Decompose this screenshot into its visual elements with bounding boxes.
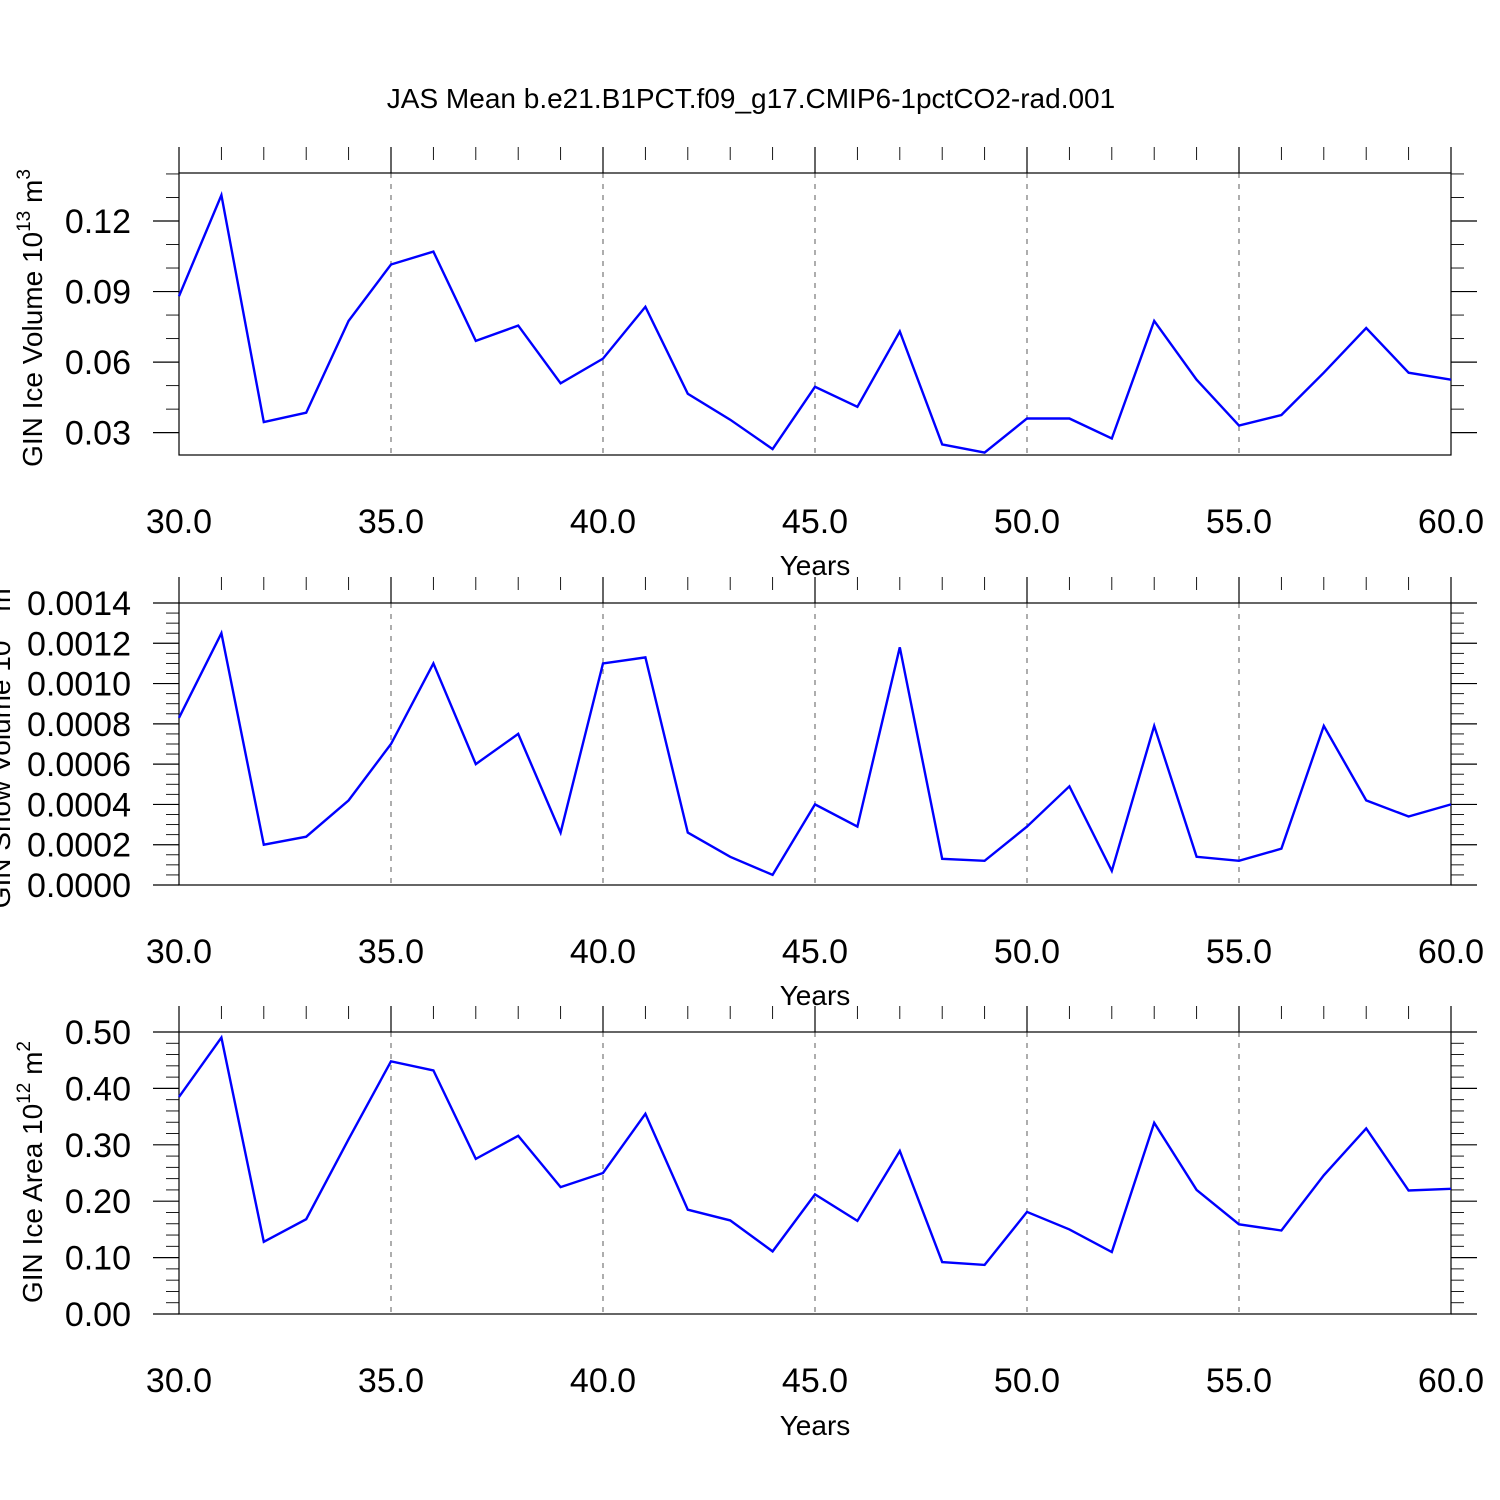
y-tick-label: 0.0004 — [27, 786, 131, 824]
y-axis-title-unit: m — [17, 180, 48, 211]
x-tick-label: 40.0 — [570, 933, 636, 971]
y-tick-label: 0.40 — [65, 1070, 131, 1108]
y-tick-label: 0.00 — [65, 1296, 131, 1334]
x-tick-label: 30.0 — [146, 503, 212, 541]
y-tick-label: 0.06 — [65, 344, 131, 382]
y-tick-label: 0.50 — [65, 1014, 131, 1052]
y-axis-title-unit-exponent: 3 — [0, 578, 3, 589]
x-tick-label: 50.0 — [994, 933, 1060, 971]
x-tick-label: 60.0 — [1418, 1362, 1484, 1400]
x-tick-label: 45.0 — [782, 503, 848, 541]
y-tick-label: 0.0006 — [27, 746, 131, 784]
y-tick-label: 0.0012 — [27, 625, 131, 663]
plot-frame — [178, 602, 1452, 886]
y-axis-title-exponent: 12 — [14, 1083, 35, 1104]
x-tick-label: 55.0 — [1206, 503, 1272, 541]
ice-volume-panel: Years GIN Ice Volume 1013 m3 30.0 35.0 40.… — [14, 147, 1484, 581]
x-tick-label: 35.0 — [358, 1362, 424, 1400]
y-axis-title-unit: m — [17, 1052, 48, 1083]
x-tick-label: 60.0 — [1418, 933, 1484, 971]
y-tick-label: 0.0014 — [27, 585, 131, 623]
y-tick-label: 0.0002 — [27, 827, 131, 865]
y-tick-label: 0.0000 — [27, 867, 131, 905]
y-axis-title: GIN Snow Volume 1013 m3 — [0, 578, 16, 909]
y-axis-title-exponent: 13 — [14, 211, 35, 232]
y-tick-label: 0.30 — [65, 1127, 131, 1165]
x-axis-title: Years — [780, 1410, 851, 1441]
y-tick-label: 0.10 — [65, 1240, 131, 1278]
x-tick-label: 55.0 — [1206, 1362, 1272, 1400]
x-tick-label: 40.0 — [570, 503, 636, 541]
x-tick-label: 45.0 — [782, 1362, 848, 1400]
plot-frame — [178, 1031, 1452, 1315]
y-axis-title-exponent: 13 — [0, 619, 3, 640]
y-axis-title-text: GIN Ice Area 10 — [17, 1104, 48, 1303]
x-tick-label: 30.0 — [146, 1362, 212, 1400]
x-axis-title: Years — [780, 980, 851, 1011]
series-line — [178, 1034, 1452, 1267]
x-axis-title: Years — [780, 550, 851, 581]
y-axis-title: GIN Ice Volume 1013 m3 — [14, 169, 48, 467]
x-tick-label: 60.0 — [1418, 503, 1484, 541]
x-tick-label: 50.0 — [994, 503, 1060, 541]
y-axis-title-unit-exponent: 2 — [14, 1041, 35, 1052]
y-tick-label: 0.09 — [65, 274, 131, 312]
y-tick-label: 0.03 — [65, 415, 131, 453]
y-axis-title-unit-exponent: 3 — [14, 169, 35, 180]
plot-frame — [178, 172, 1452, 456]
y-tick-label: 0.0008 — [27, 706, 131, 744]
figure-title: JAS Mean b.e21.B1PCT.f09_g17.CMIP6-1pctC… — [387, 83, 1115, 114]
x-tick-label: 35.0 — [358, 503, 424, 541]
x-tick-label: 30.0 — [146, 933, 212, 971]
x-tick-label: 35.0 — [358, 933, 424, 971]
series-line — [177, 629, 1452, 877]
y-axis-title-text: GIN Ice Volume 10 — [17, 232, 48, 467]
snow-volume-panel: Years GIN Snow Volume 1013 m3 30.0 35.0 40… — [0, 577, 1484, 1011]
y-tick-label: 0.12 — [65, 203, 131, 241]
y-tick-label: 0.0010 — [27, 666, 131, 704]
y-axis-title-text: GIN Snow Volume 10 — [0, 641, 16, 909]
ice-area-panel: Years GIN Ice Area 1012 m2 30.0 35.0 40.0 4… — [14, 1006, 1484, 1441]
y-axis-title: GIN Ice Area 1012 m2 — [14, 1041, 48, 1303]
y-axis-title-unit: m — [0, 588, 16, 619]
x-tick-label: 45.0 — [782, 933, 848, 971]
x-tick-label: 40.0 — [570, 1362, 636, 1400]
x-tick-label: 55.0 — [1206, 933, 1272, 971]
y-tick-label: 0.20 — [65, 1183, 131, 1221]
series-line — [177, 190, 1452, 454]
x-tick-label: 50.0 — [994, 1362, 1060, 1400]
